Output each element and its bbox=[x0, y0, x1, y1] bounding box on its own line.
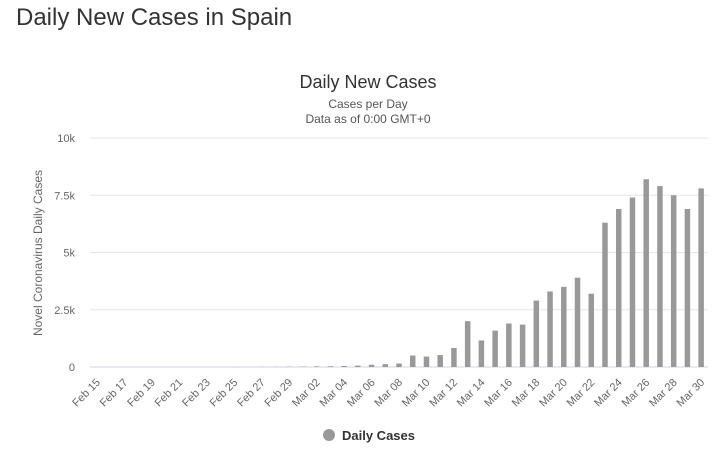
bar[interactable] bbox=[313, 366, 320, 367]
bar[interactable] bbox=[382, 364, 389, 367]
chart-title: Daily New Cases bbox=[299, 72, 436, 92]
bars bbox=[231, 179, 704, 367]
y-tick-label: 0 bbox=[69, 362, 75, 374]
bar[interactable] bbox=[684, 208, 691, 367]
x-tick-label: Mar 30 bbox=[675, 377, 708, 410]
bar[interactable] bbox=[657, 186, 663, 367]
page-heading: Daily New Cases in Spain bbox=[16, 4, 293, 31]
bar[interactable] bbox=[451, 347, 457, 367]
x-tick-label: Mar 22 bbox=[565, 377, 598, 410]
gridlines bbox=[90, 137, 708, 368]
x-tick-label: Mar 14 bbox=[455, 377, 488, 410]
bar[interactable] bbox=[547, 291, 553, 367]
bar[interactable] bbox=[506, 323, 512, 367]
x-tick-label: Mar 20 bbox=[537, 377, 570, 410]
x-tick-label: Feb 17 bbox=[98, 377, 131, 410]
bar[interactable] bbox=[561, 286, 567, 367]
bar[interactable] bbox=[615, 208, 622, 367]
legend-label[interactable]: Daily Cases bbox=[342, 428, 415, 443]
chart-subtitle-line-1: Cases per Day bbox=[328, 97, 407, 111]
x-tick-label: Mar 16 bbox=[482, 377, 515, 410]
bar[interactable] bbox=[327, 366, 334, 367]
chart-subtitle-line-2: Data as of 0:00 GMT+0 bbox=[305, 112, 430, 126]
y-tick-label: 5k bbox=[63, 248, 75, 260]
y-tick-label: 10k bbox=[57, 133, 75, 145]
x-tick-label: Feb 21 bbox=[153, 377, 186, 410]
x-tick-label: Mar 28 bbox=[647, 377, 680, 410]
x-tick-label: Mar 26 bbox=[620, 377, 653, 410]
bar[interactable] bbox=[396, 363, 402, 367]
x-tick-label: Mar 04 bbox=[317, 377, 350, 410]
bar[interactable] bbox=[629, 197, 636, 367]
bar[interactable] bbox=[341, 365, 347, 367]
legend-marker[interactable] bbox=[323, 429, 335, 441]
bar[interactable] bbox=[437, 355, 443, 367]
y-axis-title: Novel Coronavirus Daily Cases bbox=[31, 170, 45, 336]
bar[interactable] bbox=[355, 365, 361, 367]
x-tick-label: Feb 15 bbox=[70, 377, 103, 410]
x-tick-label: Mar 12 bbox=[427, 377, 460, 410]
bar[interactable] bbox=[670, 195, 677, 367]
bar[interactable] bbox=[698, 188, 704, 367]
y-tick-label: 7.5k bbox=[54, 190, 75, 202]
bar[interactable] bbox=[423, 356, 430, 367]
y-tick-label: 2.5k bbox=[54, 305, 75, 317]
bar[interactable] bbox=[519, 324, 526, 367]
bar[interactable] bbox=[492, 330, 498, 367]
bar[interactable] bbox=[533, 300, 540, 367]
bar[interactable] bbox=[409, 355, 416, 367]
legend[interactable]: Daily Cases bbox=[323, 428, 415, 443]
x-tick-label: Mar 10 bbox=[400, 377, 433, 410]
x-tick-label: Mar 18 bbox=[510, 377, 543, 410]
x-tick-label: Mar 24 bbox=[592, 377, 625, 410]
x-tick-label: Feb 29 bbox=[263, 377, 296, 410]
x-tick-label: Feb 19 bbox=[125, 377, 158, 410]
x-tick-label: Mar 08 bbox=[372, 377, 405, 410]
bar[interactable] bbox=[643, 179, 649, 367]
x-tick-label: Feb 27 bbox=[235, 377, 268, 410]
x-tick-label: Feb 25 bbox=[208, 377, 241, 410]
bar[interactable] bbox=[464, 321, 471, 367]
y-axis-ticks: 0 2.5k 5k 7.5k 10k bbox=[54, 133, 75, 374]
x-tick-label: Mar 02 bbox=[290, 377, 323, 410]
bar[interactable] bbox=[574, 277, 581, 367]
bar[interactable] bbox=[588, 293, 595, 367]
bar[interactable] bbox=[368, 364, 375, 367]
x-tick-label: Mar 06 bbox=[345, 377, 378, 410]
bar[interactable] bbox=[602, 222, 608, 367]
bar[interactable] bbox=[478, 340, 485, 367]
x-tick-label: Feb 23 bbox=[180, 377, 213, 410]
